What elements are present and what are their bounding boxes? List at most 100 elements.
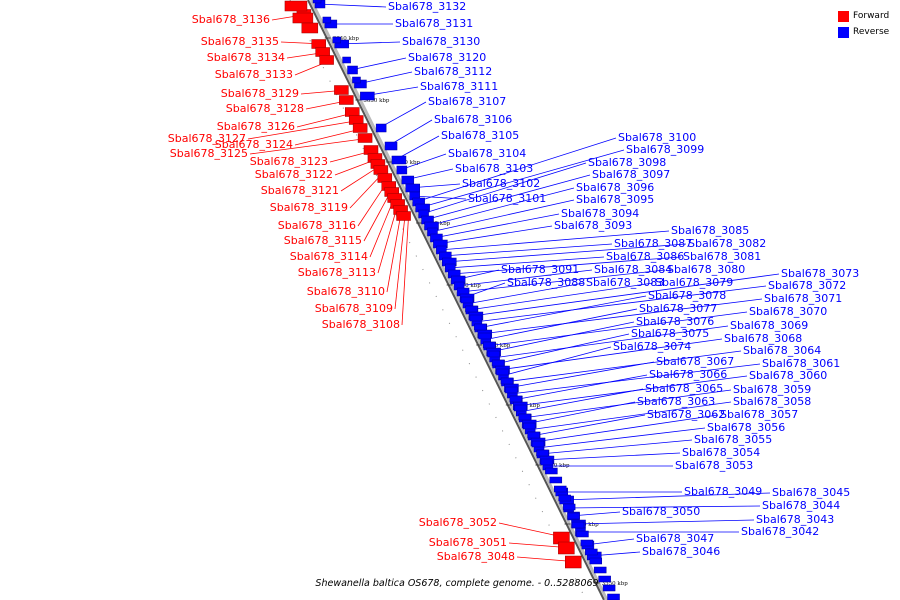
reverse-gene-label: Sbal678_3070 bbox=[749, 305, 827, 318]
forward-gene bbox=[396, 211, 411, 221]
forward-gene-label: Sbal678_3115 bbox=[284, 234, 362, 247]
reverse-gene bbox=[474, 323, 487, 331]
forward-gene-label: Sbal678_3119 bbox=[270, 201, 348, 214]
reverse-gene-label: Sbal678_3080 bbox=[667, 263, 745, 276]
reverse-leader bbox=[399, 153, 447, 171]
reverse-gene bbox=[585, 548, 598, 556]
reverse-gene bbox=[314, 0, 326, 9]
reverse-leader bbox=[507, 361, 655, 389]
forward-gene bbox=[558, 541, 575, 555]
forward-gene-label: Sbal678_3126 bbox=[217, 120, 295, 133]
reverse-leader bbox=[471, 273, 780, 317]
forward-gene-label: Sbal678_3113 bbox=[298, 266, 376, 279]
forward-gene bbox=[284, 0, 308, 12]
reverse-gene bbox=[342, 56, 351, 64]
forward-gene-label: Sbal678_3124 bbox=[215, 138, 293, 151]
reverse-gene-label: Sbal678_3056 bbox=[707, 421, 785, 434]
reverse-leader bbox=[378, 101, 427, 129]
reverse-gene-label: Sbal678_3105 bbox=[441, 129, 519, 142]
reverse-gene-label: Sbal678_3074 bbox=[613, 340, 691, 353]
forward-gene bbox=[315, 47, 330, 57]
reverse-leader bbox=[474, 285, 767, 323]
forward-gene-label: Sbal678_3114 bbox=[290, 250, 368, 263]
reverse-gene-label: Sbal678_3042 bbox=[741, 525, 819, 538]
reverse-gene bbox=[509, 395, 523, 403]
genome-caption: Shewanella baltica OS678, complete genom… bbox=[315, 578, 599, 589]
reverse-gene-label: Sbal678_3072 bbox=[768, 279, 846, 292]
forward-gene bbox=[292, 12, 314, 24]
forward-gene bbox=[339, 95, 354, 105]
reverse-gene bbox=[549, 476, 563, 484]
legend-forward: Forward bbox=[838, 8, 889, 24]
reverse-gene-label: Sbal678_3131 bbox=[395, 17, 473, 30]
reverse-gene-label: Sbal678_3059 bbox=[733, 383, 811, 396]
reverse-leader bbox=[519, 388, 644, 413]
reverse-gene bbox=[558, 494, 571, 502]
reverse-leader bbox=[528, 401, 732, 431]
reverse-gene-label: Sbal678_3043 bbox=[756, 513, 834, 526]
reverse-leader bbox=[460, 269, 666, 293]
reverse-gene-label: Sbal678_3096 bbox=[576, 181, 654, 194]
forward-gene bbox=[363, 145, 379, 155]
reverse-gene-label: Sbal678_3076 bbox=[636, 315, 714, 328]
reverse-gene bbox=[522, 422, 536, 430]
forward-gene bbox=[334, 85, 349, 95]
forward-gene-label: Sbal678_3127 bbox=[168, 132, 246, 145]
reverse-gene bbox=[375, 123, 387, 133]
reverse-leader bbox=[468, 282, 654, 311]
reverse-gene-label: Sbal678_3111 bbox=[420, 80, 498, 93]
reverse-gene bbox=[332, 36, 341, 44]
reverse-gene-label: Sbal678_3078 bbox=[648, 289, 726, 302]
reverse-gene-label: Sbal678_3049 bbox=[684, 485, 762, 498]
forward-gene-label: Sbal678_3129 bbox=[221, 87, 299, 100]
reverse-gene-label: Sbal678_3120 bbox=[408, 51, 486, 64]
reverse-gene-label: Sbal678_3086 bbox=[606, 250, 684, 263]
reverse-gene-label: Sbal678_3044 bbox=[762, 499, 840, 512]
forward-gene bbox=[377, 173, 393, 183]
forward-gene-label: Sbal678_3110 bbox=[307, 285, 385, 298]
reverse-gene-label: Sbal678_3067 bbox=[656, 355, 734, 368]
reverse-leader bbox=[498, 338, 723, 371]
reverse-leader bbox=[418, 149, 625, 209]
reverse-gene-label: Sbal678_3046 bbox=[642, 545, 720, 558]
reverse-leader bbox=[477, 295, 647, 329]
reverse-leader bbox=[536, 427, 706, 449]
reverse-gene-label: Sbal678_3130 bbox=[402, 35, 480, 48]
reverse-gene bbox=[598, 575, 611, 583]
reverse-gene-label: Sbal678_3068 bbox=[724, 332, 802, 345]
reverse-leader bbox=[489, 321, 635, 353]
forward-gene-label: Sbal678_3052 bbox=[419, 516, 497, 529]
reverse-leader bbox=[510, 363, 761, 395]
forward-gene bbox=[352, 123, 368, 133]
legend-forward-label: Forward bbox=[853, 11, 890, 21]
reverse-leader bbox=[531, 414, 646, 437]
reverse-gene-label: Sbal678_3065 bbox=[645, 382, 723, 395]
reverse-gene bbox=[405, 183, 420, 193]
reverse-gene-label: Sbal678_3057 bbox=[720, 408, 798, 421]
reverse-gene-label: Sbal678_3050 bbox=[622, 505, 700, 518]
reverse-leader bbox=[451, 256, 682, 275]
reverse-gene-label: Sbal678_3091 bbox=[501, 263, 579, 276]
reverse-gene bbox=[545, 467, 558, 475]
reverse-leader bbox=[492, 325, 729, 359]
forward-gene-label: Sbal678_3133 bbox=[215, 68, 293, 81]
reverse-leader bbox=[424, 174, 591, 221]
forward-leader bbox=[247, 119, 362, 140]
reverse-leader bbox=[457, 269, 593, 287]
reverse-leader bbox=[486, 311, 748, 347]
forward-gene-label: Sbal678_3125 bbox=[170, 147, 248, 160]
reverse-gene bbox=[540, 458, 554, 466]
reverse-gene-label: Sbal678_3079 bbox=[655, 276, 733, 289]
forward-gene-label: Sbal678_3134 bbox=[207, 51, 285, 64]
reverse-gene bbox=[580, 539, 594, 547]
reverse-gene bbox=[607, 593, 620, 600]
reverse-gene-label: Sbal678_3084 bbox=[594, 263, 672, 276]
reverse-gene-label: Sbal678_3095 bbox=[576, 193, 654, 206]
reverse-gene bbox=[384, 141, 398, 151]
forward-gene-label: Sbal678_3135 bbox=[201, 35, 279, 48]
reverse-gene bbox=[401, 175, 415, 185]
tick-label: 3550 kbp bbox=[602, 581, 629, 587]
reverse-leader bbox=[533, 414, 719, 443]
forward-gene-label: Sbal678_3128 bbox=[226, 102, 304, 115]
forward-gene bbox=[319, 55, 334, 65]
